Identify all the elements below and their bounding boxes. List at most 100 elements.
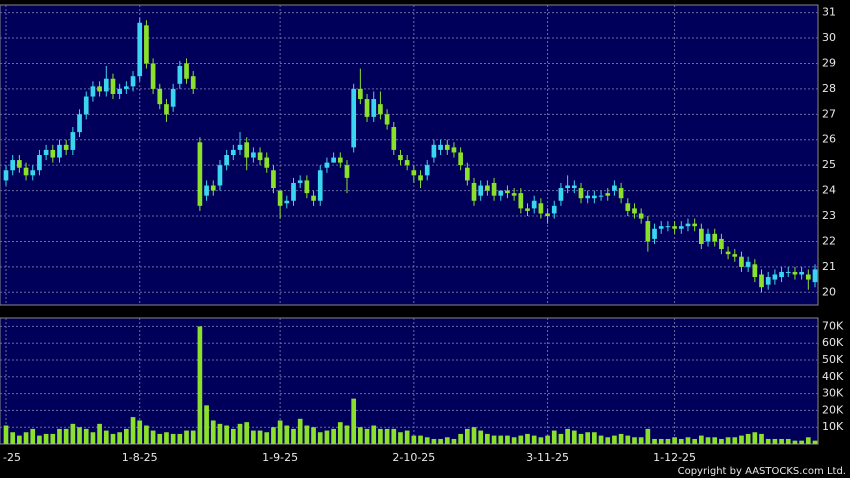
- volume-bar: [170, 433, 176, 444]
- volume-bar: [124, 428, 129, 444]
- y-tick-label: 21: [822, 260, 836, 273]
- volume-bar: [652, 438, 657, 444]
- volume-bar: [678, 438, 684, 444]
- volume-bar: [605, 437, 611, 444]
- candle-body: [658, 226, 664, 229]
- volume-bar: [424, 437, 430, 444]
- volume-bar: [358, 427, 363, 444]
- volume-bar: [103, 430, 109, 444]
- volume-bar: [538, 437, 544, 444]
- volume-bar: [291, 428, 296, 444]
- volume-bar: [692, 438, 697, 444]
- candle-body: [638, 213, 644, 219]
- candle-body: [277, 190, 283, 206]
- candle-body: [685, 223, 691, 227]
- candle-body: [317, 170, 323, 201]
- candle-body: [645, 221, 651, 242]
- volume-bar: [805, 437, 811, 444]
- volume-bar: [257, 430, 263, 444]
- volume-tick-label: 30K: [822, 387, 844, 400]
- candle-body: [43, 149, 49, 155]
- volume-bar: [618, 433, 624, 444]
- volume-bar: [50, 433, 56, 444]
- candle-body: [237, 144, 243, 150]
- volume-bar: [685, 437, 691, 444]
- volume-bar: [351, 398, 357, 444]
- volume-bar: [237, 423, 243, 444]
- candle-body: [358, 88, 363, 100]
- volume-bar: [665, 438, 671, 444]
- candle-body: [257, 152, 263, 161]
- y-tick-label: 25: [822, 158, 836, 171]
- volume-bar: [10, 432, 16, 444]
- volume-bar: [83, 428, 89, 444]
- volume-bar: [297, 418, 303, 444]
- candle-body: [632, 208, 637, 214]
- candle-body: [224, 155, 229, 166]
- y-tick-label: 29: [822, 56, 836, 69]
- candle-body: [752, 264, 758, 278]
- volume-bar: [304, 425, 310, 444]
- candle-body: [505, 190, 510, 194]
- candle-body: [592, 195, 597, 199]
- candle-body: [103, 78, 109, 92]
- candle-body: [785, 271, 791, 273]
- volume-bar: [17, 435, 22, 444]
- candle-body: [812, 269, 818, 283]
- candle-body: [485, 185, 490, 191]
- volume-bar: [23, 432, 29, 444]
- candle-body: [190, 76, 196, 89]
- volume-bar: [264, 432, 270, 444]
- volume-bar: [157, 433, 163, 444]
- candle-body: [799, 271, 804, 275]
- candle-body: [230, 149, 236, 155]
- candle-body: [337, 157, 343, 163]
- candle-body: [431, 144, 437, 158]
- volume-bar: [585, 432, 591, 444]
- volume-bar: [404, 430, 410, 444]
- volume-bar: [150, 430, 156, 444]
- candle-body: [571, 185, 577, 189]
- candle-body: [531, 200, 537, 209]
- volume-bar: [210, 420, 216, 444]
- copyright: Copyright by AASTOCKS.com Ltd.: [678, 466, 846, 477]
- volume-bar: [190, 430, 196, 444]
- volume-bar: [324, 430, 330, 444]
- volume-bar: [592, 432, 597, 444]
- volume-bar: [505, 435, 510, 444]
- volume-bar: [785, 438, 791, 444]
- candle-body: [70, 132, 76, 150]
- y-tick-label: 20: [822, 285, 836, 298]
- volume-bar: [317, 432, 323, 444]
- x-tick-label: 3-11-25: [526, 451, 569, 464]
- volume-bar: [632, 437, 637, 444]
- candle-body: [518, 193, 524, 209]
- volume-bar: [772, 438, 778, 444]
- y-tick-label: 27: [822, 107, 836, 120]
- volume-bar: [712, 437, 718, 444]
- volume-bar: [598, 435, 604, 444]
- volume-bar: [464, 428, 470, 444]
- candle-body: [525, 208, 530, 211]
- volume-bar: [177, 433, 183, 444]
- volume-bar: [752, 432, 758, 444]
- volume-bar: [458, 433, 463, 444]
- candle-body: [792, 271, 798, 275]
- candle-body: [538, 203, 544, 214]
- candle-body: [625, 203, 631, 211]
- candle-body: [384, 114, 390, 125]
- candle-body: [177, 66, 183, 84]
- candle-body: [464, 167, 470, 181]
- volume-bar: [531, 435, 537, 444]
- x-tick-label: -25: [3, 451, 21, 464]
- candle-body: [732, 254, 738, 257]
- volume-bar: [551, 430, 557, 444]
- volume-bar: [371, 425, 377, 444]
- candle-body: [344, 165, 350, 178]
- candle-body: [458, 152, 463, 166]
- volume-bar: [739, 435, 744, 444]
- candle-body: [217, 165, 223, 186]
- y-tick-label: 22: [822, 234, 836, 247]
- volume-bar: [77, 427, 82, 444]
- candle-body: [97, 86, 102, 92]
